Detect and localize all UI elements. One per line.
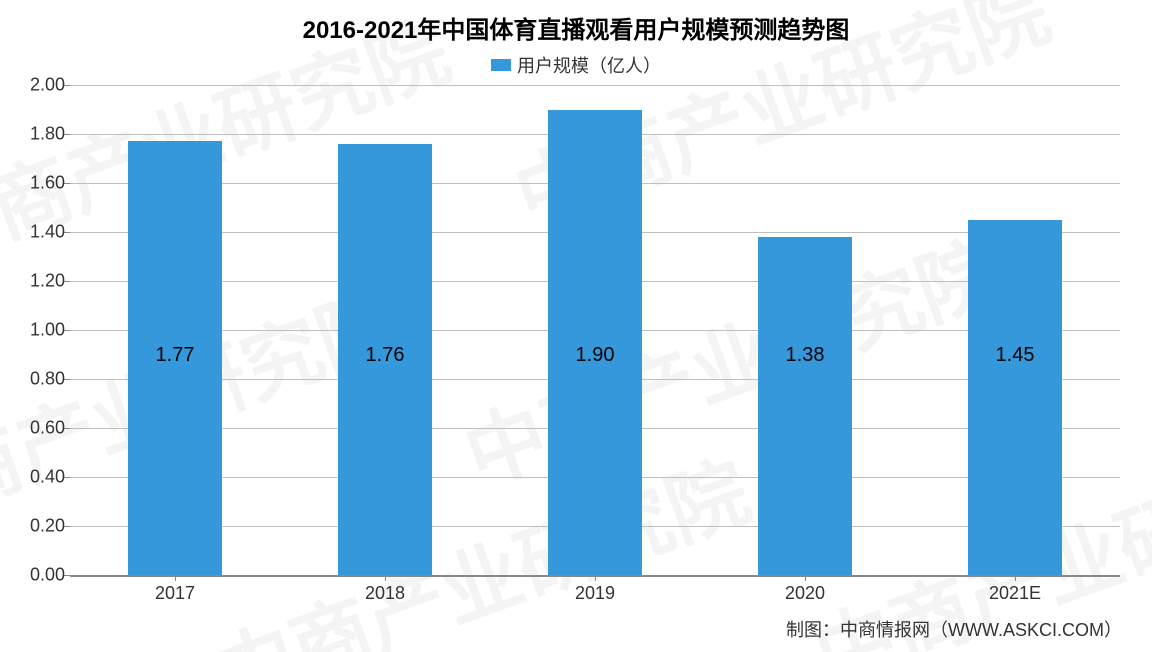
legend-label: 用户规模（亿人） (517, 56, 661, 76)
y-tick-label: 1.60 (15, 173, 65, 194)
bar: 1.77 (128, 141, 223, 575)
chart-legend: 用户规模（亿人） (0, 52, 1152, 78)
y-tick-label: 0.00 (15, 565, 65, 586)
x-tick-mark (595, 575, 596, 581)
y-tick-label: 2.00 (15, 75, 65, 96)
y-tick-label: 1.40 (15, 222, 65, 243)
x-tick-label: 2017 (155, 583, 195, 604)
x-tick-mark (385, 575, 386, 581)
chart-source: 制图：中商情报网（WWW.ASKCI.COM） (786, 616, 1122, 642)
y-tick-label: 1.20 (15, 271, 65, 292)
chart-title: 2016-2021年中国体育直播观看用户规模预测趋势图 (0, 10, 1152, 45)
x-tick-mark (175, 575, 176, 581)
gridline (70, 85, 1120, 86)
x-tick-label: 2021E (989, 583, 1041, 604)
bar-value-label: 1.45 (996, 344, 1035, 367)
bar-value-label: 1.38 (786, 344, 825, 367)
plot-area: 0.000.200.400.600.801.001.201.401.601.80… (70, 85, 1120, 577)
bar: 1.76 (338, 144, 433, 575)
x-tick-label: 2020 (785, 583, 825, 604)
x-tick-mark (1015, 575, 1016, 581)
x-tick-label: 2018 (365, 583, 405, 604)
y-tick-label: 0.20 (15, 516, 65, 537)
bar: 1.38 (758, 237, 853, 575)
x-tick-label: 2019 (575, 583, 615, 604)
y-tick-label: 0.40 (15, 467, 65, 488)
bar: 1.90 (548, 110, 643, 576)
bar-value-label: 1.77 (156, 344, 195, 367)
chart-container: 中商产业研究院中商产业研究院中商产业研究院中商产业研究院中商产业研究院中商产业研… (0, 0, 1152, 652)
bar-value-label: 1.76 (366, 344, 405, 367)
bar: 1.45 (968, 220, 1063, 575)
bar-value-label: 1.90 (576, 344, 615, 367)
x-tick-mark (805, 575, 806, 581)
legend-swatch (491, 59, 511, 71)
y-tick-label: 1.80 (15, 124, 65, 145)
y-tick-label: 0.80 (15, 369, 65, 390)
y-tick-label: 1.00 (15, 320, 65, 341)
y-tick-label: 0.60 (15, 418, 65, 439)
